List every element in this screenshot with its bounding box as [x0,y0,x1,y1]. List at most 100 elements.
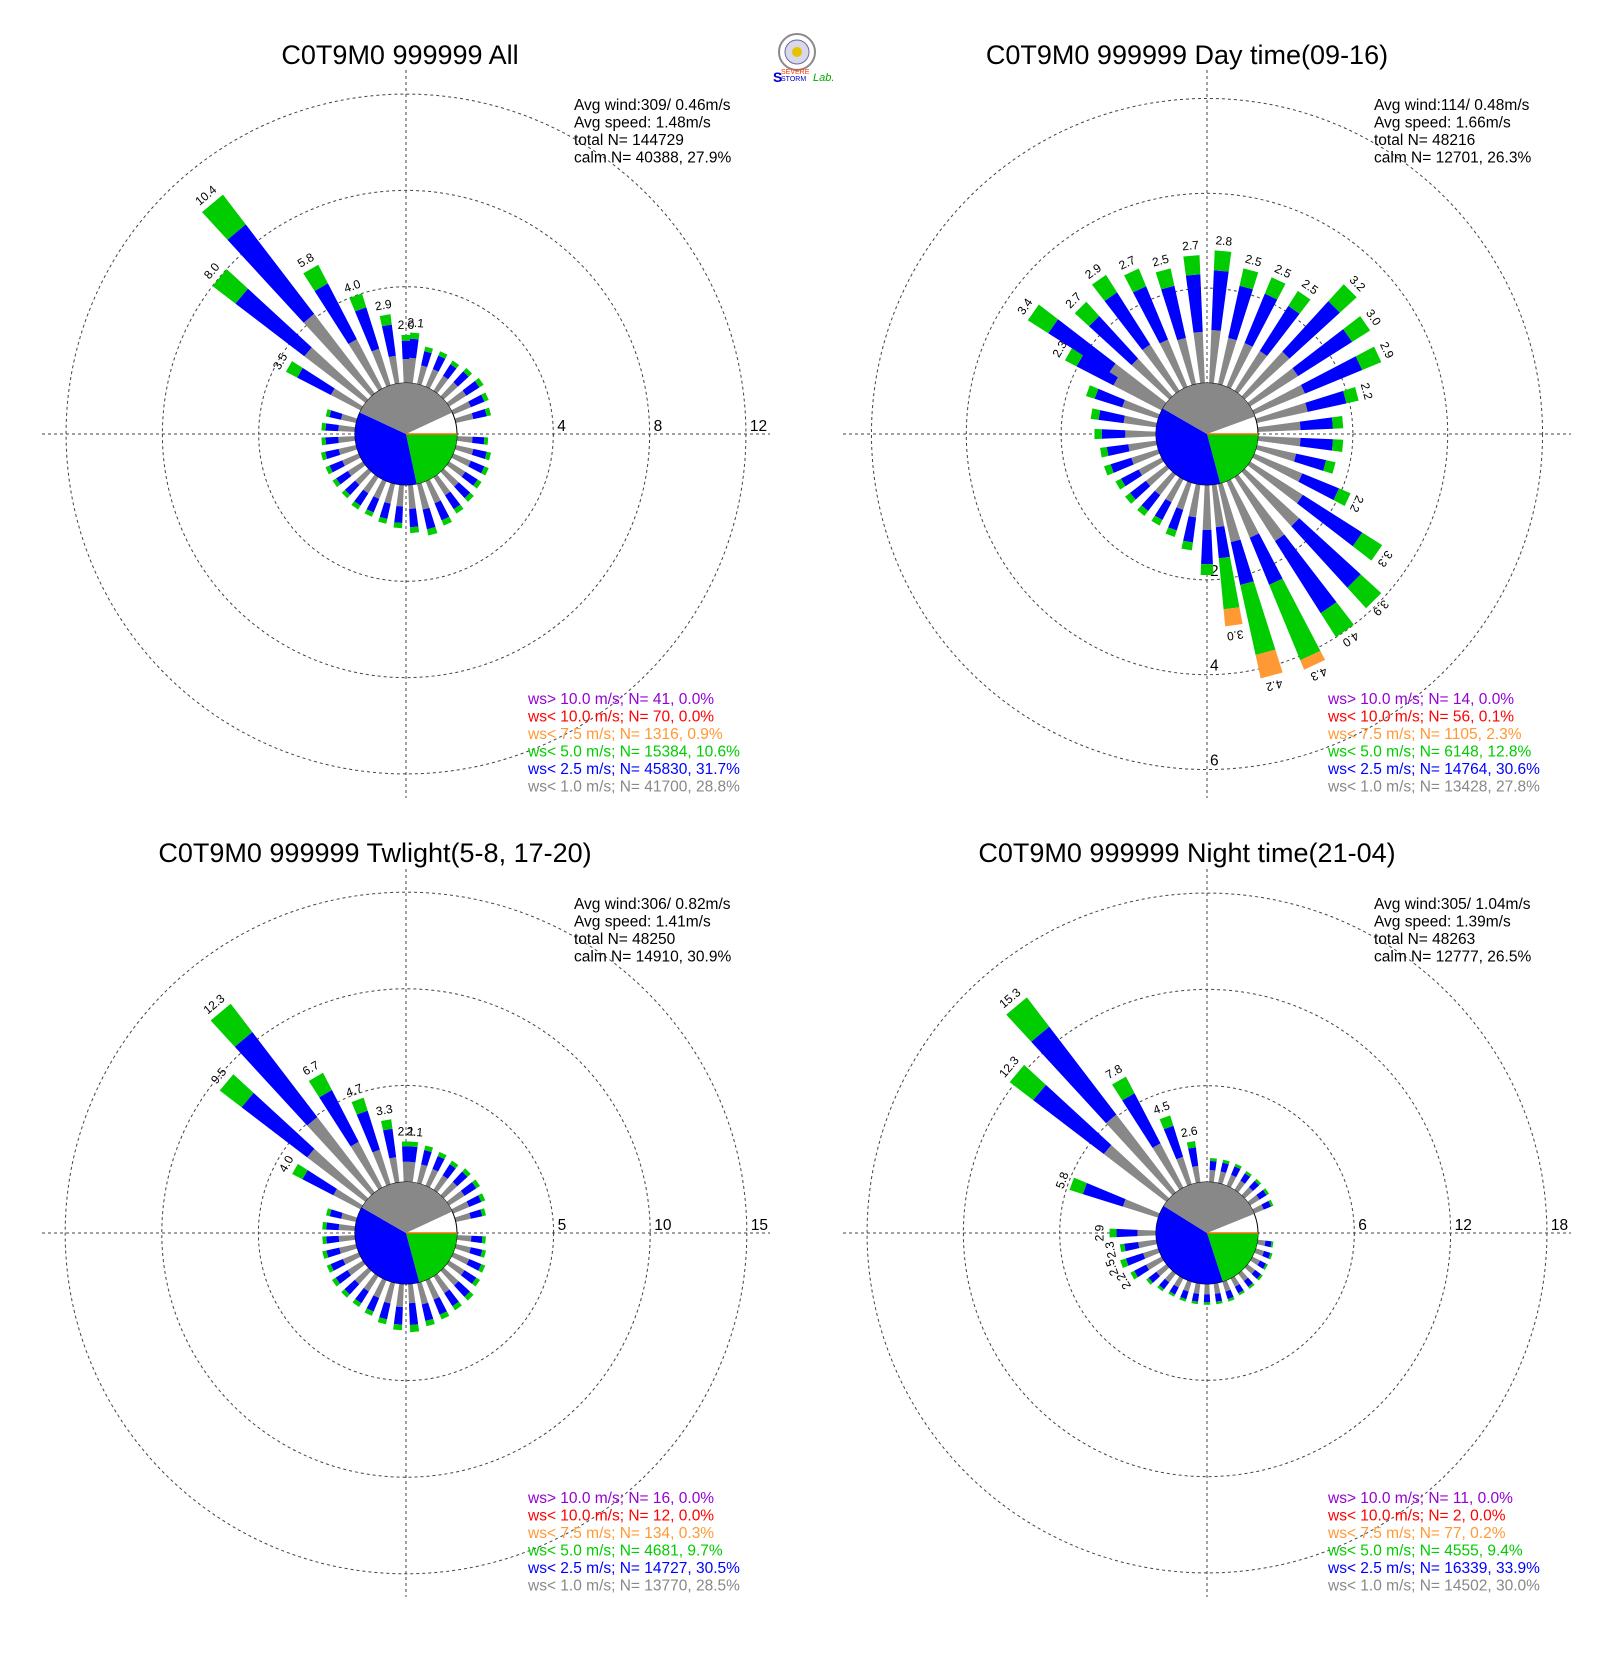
wind-bar-segment [379,1301,391,1320]
wind-bar-segment [1254,1248,1265,1256]
bar-value-label: 2.5 [1102,1257,1121,1278]
wind-bar-segment [351,1097,368,1115]
wind-bar-segment [451,1252,470,1265]
wind-bar-segment [433,1273,450,1294]
wind-bar-segment [1210,1157,1217,1162]
wind-bar-segment [1076,354,1119,386]
wind-bar-segment [409,1141,419,1148]
bar-value-label: 2.1 [398,1124,415,1138]
wind-bar-segment [1238,1290,1245,1296]
wind-bar-segment [326,1264,334,1273]
windrose-panel-4: C0T9M0 999999 Night time(21-04)6 12 182.22… [843,838,1571,1597]
wind-bar-segment [408,1161,416,1183]
wind-bar-segment [1217,482,1241,543]
ring-label: 6 [1210,753,1219,770]
wind-bar-segment [388,355,400,385]
wind-bar-segment [330,1259,346,1271]
wind-bar-segment [484,451,492,461]
wind-bar-segment [1159,1115,1174,1130]
wind-bar-segment [1131,449,1160,465]
wind-bar-segment [1252,384,1306,415]
wind-bar-segment [1152,1143,1184,1191]
wind-bar-segment [453,371,469,387]
legend-entry: ws< 1.0 m/s; N= 41700, 28.8% [527,779,740,796]
wind-bar-segment [1179,1297,1187,1302]
wind-bar-segment [1251,1269,1261,1279]
wind-bar-segment [434,500,450,521]
legend-entry: ws< 1.0 m/s; N= 13770, 28.5% [527,1578,740,1595]
wind-bar-segment [1091,274,1118,301]
wind-bar-segment [422,507,436,530]
wind-bar-segment [1328,284,1357,313]
ring-label: 12 [1455,1217,1472,1234]
wind-bar-segment [1347,574,1382,609]
wind-bar-segment [1234,1284,1244,1294]
wind-bar-segment [1254,1178,1262,1186]
wind-bar-segment [352,1299,362,1308]
wind-bar-segment [393,1306,403,1325]
bar-value-label: 2.7 [1117,253,1138,273]
wind-bar-segment [1106,444,1130,457]
grid-ring [1059,1085,1355,1381]
wind-bar-segment [1141,490,1161,511]
ring-label: 18 [1551,1217,1568,1234]
wind-bar-segment [1257,1274,1263,1281]
wind-bar-segment [462,1168,471,1177]
wind-bar-segment [480,1249,487,1258]
legend-entry: ws< 5.0 m/s; N= 4555, 9.4% [1327,1543,1523,1560]
wind-bar-segment [1255,649,1283,679]
legend-entry: ws< 7.5 m/s; N= 134, 0.3% [527,1525,714,1542]
wind-bar-segment [463,367,473,377]
wind-bar-segment [438,351,448,359]
grid-ring [161,189,651,679]
wind-bar-segment [1006,997,1050,1042]
wind-bar-segment [354,489,369,506]
wind-bar-segment [1247,461,1303,504]
wind-bar-segment [1183,255,1201,276]
logo-text-storm: STORM [781,76,806,83]
stats-line: Avg speed: 1.66m/s [1374,115,1511,132]
wind-bar-segment [466,1259,482,1271]
wind-bar-segment [416,1164,428,1185]
wind-bar-segment [1109,363,1167,407]
wind-bar-segment [349,293,367,312]
bar-value-label: 2.7 [1182,238,1200,253]
wind-bar-segment [364,1308,374,1316]
wind-bar-segment [350,1141,383,1191]
wind-bar-segment [297,367,335,396]
wind-bar-segment [364,509,374,517]
wind-bar-segment [1137,1229,1157,1237]
legend-entry: ws< 2.5 m/s; N= 16339, 33.9% [1327,1560,1540,1577]
wind-bar-segment [1226,479,1259,538]
wind-bar-segment [1138,1239,1158,1249]
wind-bar-segment [302,1170,337,1196]
wind-bar-segment [442,1164,456,1179]
logo-text-severe: SEVERE [781,69,810,76]
wind-bar-segment [440,1181,458,1199]
wind-bar-segment [1155,268,1175,290]
wind-bar-segment [241,1092,315,1158]
wind-bar-segment [1110,457,1134,473]
wind-bar-segment [441,516,452,526]
wind-bar-segment [451,1201,470,1214]
wind-bar-segment [329,460,345,473]
wind-bar-segment [325,409,332,418]
wind-bar-segment [472,1179,481,1189]
bar-value-label: 4.7 [344,1081,365,1100]
wind-bar-segment [444,491,461,510]
wind-bar-segment [454,444,474,455]
calm-pie-slice [1207,1233,1258,1282]
wind-bar-segment [421,1149,432,1166]
wind-bar-segment [1355,346,1382,371]
wind-bar-segment [1191,1300,1199,1305]
legend-entry: ws> 10.0 m/s; N= 41, 0.0% [527,691,714,708]
wind-bar-segment [1228,285,1253,341]
calm-pie-slice [1163,1182,1255,1233]
wind-bar-segment [470,1235,483,1244]
wind-bar-segment [1282,301,1340,359]
wind-bar-segment [433,474,451,496]
wind-bar-segment [440,382,458,400]
calm-pie-slice [1156,408,1221,485]
wind-bar-segment [378,516,388,524]
